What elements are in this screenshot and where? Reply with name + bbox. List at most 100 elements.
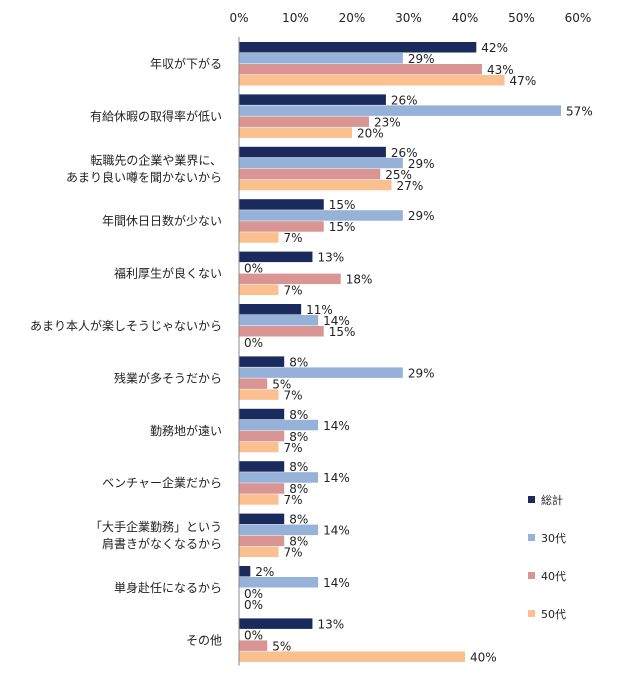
bar bbox=[239, 618, 313, 629]
bar bbox=[239, 408, 285, 420]
data-label: 7% bbox=[284, 546, 303, 560]
bar bbox=[239, 221, 324, 232]
x-tick-label: 0% bbox=[229, 11, 248, 25]
category-label: 「大手企業勤務」という bbox=[90, 519, 222, 534]
x-tick-label: 60% bbox=[565, 11, 592, 25]
legend-swatch bbox=[528, 534, 535, 541]
legend-swatch bbox=[528, 496, 535, 503]
bar bbox=[239, 251, 313, 263]
bar bbox=[239, 535, 285, 547]
data-label: 8% bbox=[289, 513, 308, 527]
data-label: 8% bbox=[289, 355, 308, 369]
bar bbox=[239, 232, 279, 243]
bar bbox=[239, 367, 403, 378]
data-label: 8% bbox=[289, 535, 308, 549]
data-label: 7% bbox=[284, 493, 303, 507]
bar bbox=[239, 356, 285, 367]
data-label: 25% bbox=[385, 168, 412, 182]
x-tick-label: 50% bbox=[508, 11, 535, 25]
data-label: 15% bbox=[329, 198, 356, 212]
bar bbox=[239, 94, 386, 105]
bar bbox=[239, 524, 319, 536]
bar bbox=[239, 157, 403, 169]
bar bbox=[239, 199, 324, 210]
legend-label: 30代 bbox=[541, 532, 566, 545]
data-labels: 42%29%43%47%26%57%23%20%26%29%25%27%15%2… bbox=[244, 41, 593, 664]
data-label: 14% bbox=[323, 314, 350, 328]
bar bbox=[239, 461, 285, 472]
bar bbox=[239, 640, 268, 651]
data-label: 43% bbox=[487, 63, 514, 77]
data-label: 18% bbox=[346, 273, 373, 287]
data-label: 0% bbox=[244, 262, 263, 276]
category-label: 肩書きがなくなるから bbox=[102, 536, 222, 551]
data-label: 26% bbox=[391, 146, 418, 160]
data-label: 47% bbox=[510, 74, 537, 88]
data-label: 0% bbox=[244, 628, 263, 642]
bar bbox=[239, 53, 403, 64]
legend-label: 40代 bbox=[541, 570, 566, 583]
data-label: 7% bbox=[284, 441, 303, 455]
data-label: 14% bbox=[323, 576, 350, 590]
bar bbox=[239, 75, 505, 86]
bar bbox=[239, 566, 251, 577]
legend-swatch bbox=[528, 572, 535, 579]
bar bbox=[239, 326, 324, 337]
data-label: 14% bbox=[323, 419, 350, 433]
category-label: 転職先の企業や業界に、 bbox=[90, 152, 222, 167]
bar bbox=[239, 304, 302, 315]
category-labels: 年収が下がる有給休暇の取得率が低い転職先の企業や業界に、あまり良い噂を聞かないか… bbox=[30, 56, 222, 647]
data-label: 15% bbox=[329, 220, 356, 234]
bar bbox=[239, 513, 285, 525]
data-label: 5% bbox=[272, 377, 291, 391]
category-label: 福利厚生が良くない bbox=[114, 266, 222, 281]
bar bbox=[239, 419, 319, 431]
x-tick-label: 20% bbox=[339, 11, 366, 25]
bar bbox=[239, 284, 279, 296]
data-label: 27% bbox=[397, 179, 424, 193]
category-label: 年間休日日数が少ない bbox=[102, 213, 222, 228]
category-label: ベンチャー企業だから bbox=[102, 475, 222, 490]
bar bbox=[239, 577, 319, 588]
legend-swatch bbox=[528, 610, 535, 617]
data-label: 15% bbox=[329, 325, 356, 339]
bar bbox=[239, 116, 369, 127]
data-label: 29% bbox=[408, 209, 435, 223]
data-label: 23% bbox=[374, 115, 401, 129]
category-label: あまり本人が楽しそうじゃないから bbox=[30, 318, 222, 333]
bar bbox=[239, 441, 279, 453]
data-label: 40% bbox=[470, 650, 497, 664]
data-label: 8% bbox=[289, 430, 308, 444]
bars bbox=[239, 42, 562, 662]
category-label: 有給休暇の取得率が低い bbox=[90, 108, 222, 123]
data-label: 2% bbox=[255, 565, 274, 579]
data-label: 14% bbox=[323, 471, 350, 485]
data-label: 7% bbox=[284, 388, 303, 402]
data-label: 29% bbox=[408, 366, 435, 380]
data-label: 8% bbox=[289, 408, 308, 422]
legend: 総計 30代 40代 50代 bbox=[528, 493, 566, 621]
data-label: 29% bbox=[408, 157, 435, 171]
bar bbox=[239, 105, 562, 116]
bar bbox=[239, 494, 279, 505]
data-label: 13% bbox=[317, 251, 344, 265]
bar bbox=[239, 64, 482, 75]
bar bbox=[239, 146, 386, 158]
bar bbox=[239, 546, 279, 558]
bar bbox=[239, 168, 381, 180]
data-label: 57% bbox=[566, 104, 593, 118]
data-label: 7% bbox=[284, 231, 303, 245]
data-label: 0% bbox=[244, 587, 263, 601]
category-label: 年収が下がる bbox=[150, 56, 222, 71]
x-tick-label: 30% bbox=[395, 11, 422, 25]
category-label: 残業が多そうだから bbox=[114, 370, 222, 385]
bar bbox=[239, 378, 268, 389]
data-label: 8% bbox=[289, 460, 308, 474]
x-tick-label: 40% bbox=[452, 11, 479, 25]
legend-label: 総計 bbox=[541, 493, 563, 507]
data-label: 7% bbox=[284, 284, 303, 298]
data-label: 42% bbox=[481, 41, 508, 55]
data-label: 0% bbox=[244, 336, 263, 350]
bar bbox=[239, 179, 392, 191]
x-tick-label: 10% bbox=[282, 11, 309, 25]
